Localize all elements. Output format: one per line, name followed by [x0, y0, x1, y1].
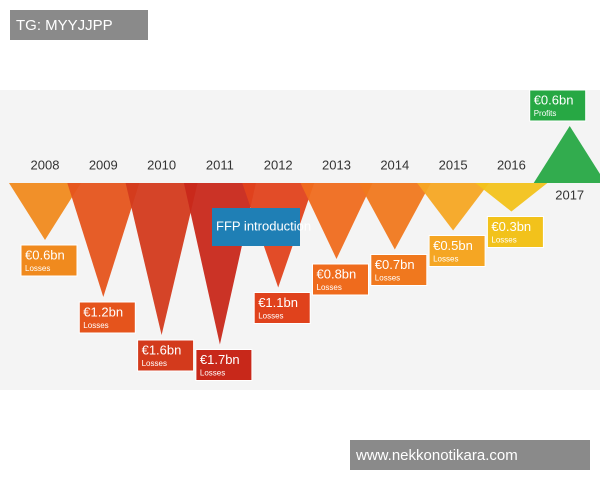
- triangle: [417, 183, 490, 231]
- triangle: [300, 183, 373, 259]
- triangle: [475, 183, 548, 212]
- value-box: [253, 292, 311, 324]
- year-label: 2010: [147, 157, 176, 172]
- triangle: [125, 183, 198, 335]
- value-box: [195, 349, 253, 381]
- value-label: €1.7bn: [200, 352, 240, 367]
- value-sublabel: Losses: [375, 274, 400, 283]
- value-label: €1.1bn: [258, 295, 298, 310]
- year-label: 2014: [380, 157, 409, 172]
- watermark: TG: MYYJJPP: [16, 17, 113, 34]
- year-label: 2008: [31, 157, 60, 172]
- annotation-box: [212, 208, 300, 246]
- year-label: 2016: [497, 157, 526, 172]
- value-box: [428, 235, 486, 267]
- value-sublabel: Losses: [25, 264, 50, 273]
- value-box: [137, 339, 195, 372]
- value-label: €1.2bn: [83, 304, 123, 319]
- value-sublabel: Losses: [258, 312, 283, 321]
- year-label: 2011: [206, 157, 234, 172]
- value-box: [78, 301, 136, 334]
- annotation: FFP introduction: [216, 218, 311, 233]
- value-label: €0.6bn: [25, 247, 65, 262]
- value-box: [312, 263, 369, 296]
- value-label: €0.3bn: [491, 219, 531, 234]
- value-box: [20, 244, 78, 277]
- footer-box: [350, 440, 590, 470]
- year-label: 2017: [555, 187, 584, 202]
- triangle: [67, 183, 140, 297]
- value-label: €0.8bn: [317, 266, 357, 281]
- triangle: [533, 126, 600, 183]
- value-sublabel: Losses: [200, 369, 225, 378]
- value-label: €0.5bn: [433, 238, 473, 253]
- labels: 2008 €0.6bn Losses 2009 €1.2bn Losses 2010 €1.6…: [20, 89, 587, 381]
- value-box: [529, 89, 587, 122]
- value-label: €0.6bn: [534, 92, 574, 107]
- value-box: [370, 254, 428, 286]
- year-label: 2009: [89, 157, 118, 172]
- triangle: [9, 183, 81, 240]
- value-label: €1.6bn: [142, 342, 182, 357]
- value-sublabel: Profits: [534, 109, 557, 118]
- value-sublabel: Losses: [142, 359, 167, 368]
- watermark-box: [10, 10, 148, 40]
- year-label: 2012: [264, 157, 293, 172]
- value-sublabel: Losses: [491, 236, 516, 245]
- triangle: [358, 183, 431, 250]
- year-label: 2015: [439, 157, 468, 172]
- value-sublabel: Losses: [317, 283, 342, 292]
- value-box: [486, 216, 544, 248]
- year-label: 2013: [322, 157, 351, 172]
- footer: www.nekkonotikara.com: [355, 447, 518, 464]
- value-sublabel: Losses: [83, 321, 108, 330]
- value-label: €0.7bn: [375, 257, 415, 272]
- value-sublabel: Losses: [433, 255, 458, 264]
